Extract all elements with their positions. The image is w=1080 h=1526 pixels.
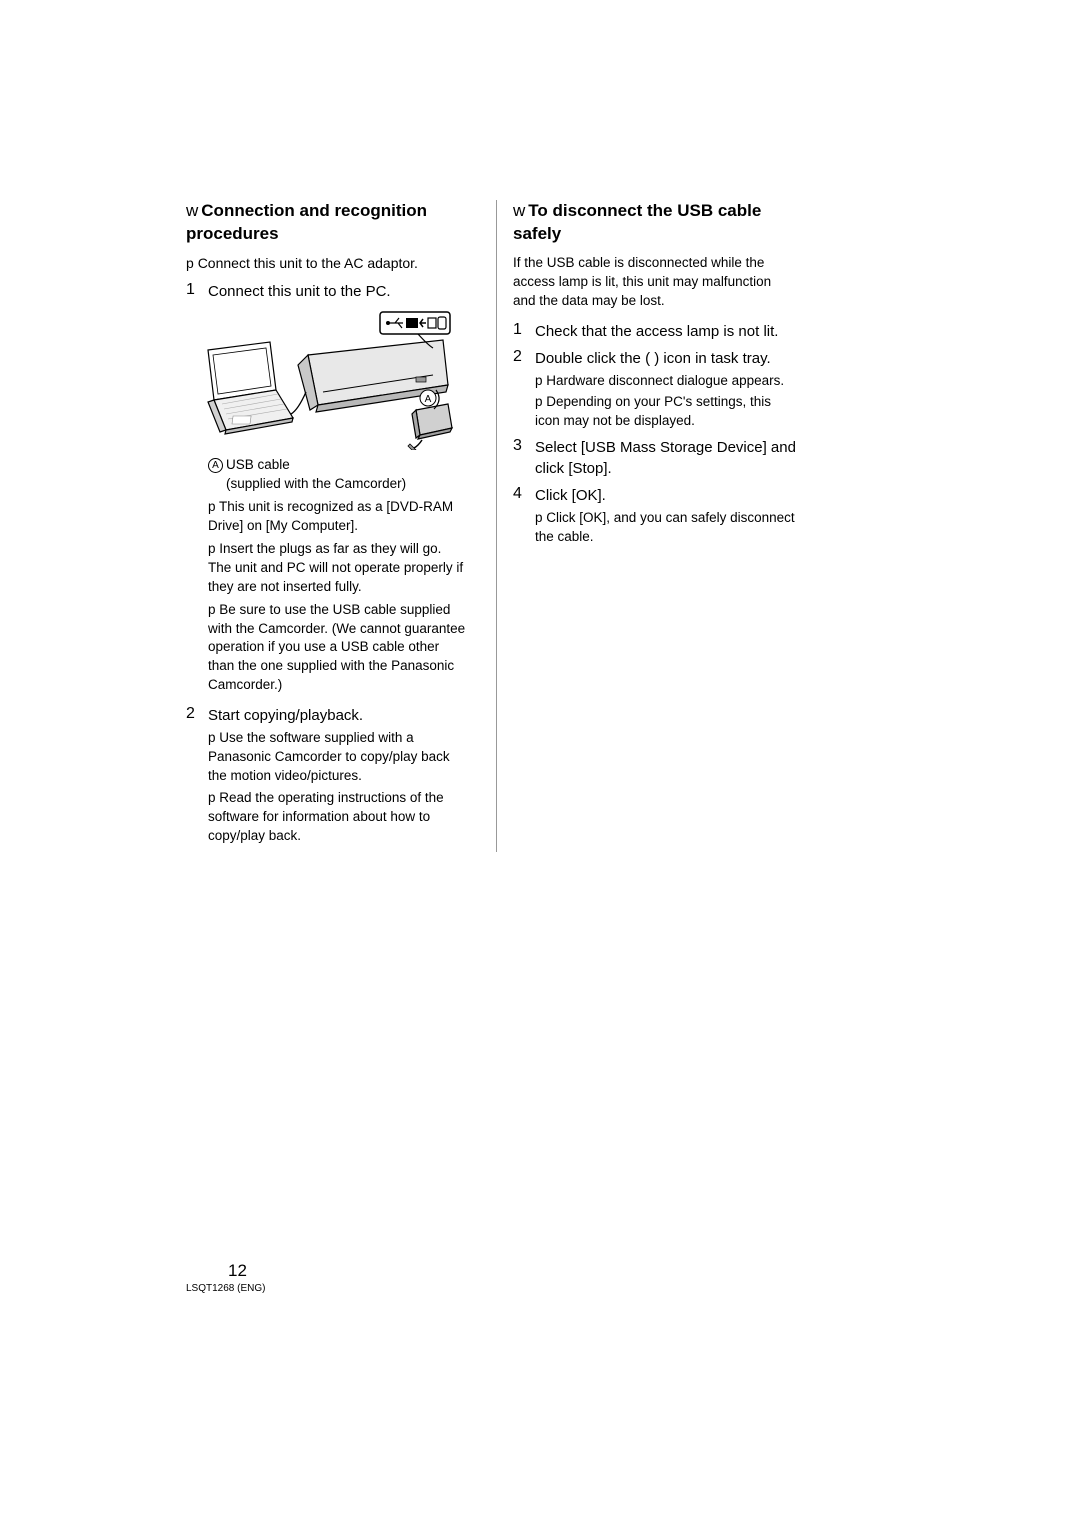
step-number: 2 [186, 705, 208, 845]
page-content: wConnection and recognition procedures p… [186, 200, 896, 852]
step-main-text: Select [USB Mass Storage Device] and cli… [535, 437, 796, 479]
step2-text-a: Double click the [535, 350, 645, 367]
step-main-text: Click [OK]. [535, 485, 796, 506]
bullet-prefix: p [535, 394, 543, 409]
step-main-text: Connect this unit to the PC. [208, 281, 466, 302]
step-body: Check that the access lamp is not lit. [535, 321, 796, 342]
step-number: 1 [186, 281, 208, 302]
intro-body: Connect this unit to the AC adaptor. [198, 255, 418, 271]
step-main-text: Start copying/playback. [208, 705, 466, 726]
connection-diagram: A [198, 310, 454, 450]
document-id: LSQT1268 (ENG) [186, 1283, 265, 1294]
page-number: 12 [228, 1261, 265, 1281]
bullet-text: Use the software supplied with a Panason… [208, 730, 450, 783]
bullet-text: Click [OK], and you can safely disconnec… [535, 510, 795, 544]
step-main-text: Double click the ( ) icon in task tray. [535, 348, 796, 369]
step-body: Connect this unit to the PC. [208, 281, 466, 302]
right-step-1: 1 Check that the access lamp is not lit. [513, 321, 796, 342]
left-step-1: 1 Connect this unit to the PC. [186, 281, 466, 302]
step-number: 3 [513, 437, 535, 479]
step-body: Double click the ( ) icon in task tray. … [535, 348, 796, 432]
left-step2-bullet1: p Use the software supplied with a Panas… [208, 729, 466, 786]
bullet-prefix: p [208, 499, 216, 514]
bullet-text: Hardware disconnect dialogue appears. [546, 373, 784, 388]
left-section-header: wConnection and recognition procedures [186, 200, 466, 246]
step-number: 4 [513, 485, 535, 547]
right-column: wTo disconnect the USB cable safely If t… [496, 200, 796, 852]
right-step2-bullet2: p Depending on your PC's settings, this … [535, 393, 796, 431]
left-step1-bullet3: p Be sure to use the USB cable supplied … [208, 601, 466, 695]
header-text: To disconnect the USB cable safely [513, 201, 761, 243]
step-main-text: Check that the access lamp is not lit. [535, 321, 796, 342]
bullet-prefix: p [535, 373, 543, 388]
step-body: Click [OK]. p Click [OK], and you can sa… [535, 485, 796, 547]
bullet-prefix: p [208, 790, 216, 805]
bullet-text: Insert the plugs as far as they will go.… [208, 541, 463, 594]
bullet-prefix: p [208, 730, 216, 745]
diagram-svg: A [198, 310, 454, 450]
bullet-text: Read the operating instructions of the s… [208, 790, 444, 843]
right-intro: If the USB cable is disconnected while t… [513, 254, 796, 311]
step-number: 1 [513, 321, 535, 342]
left-step1-bullet2: p Insert the plugs as far as they will g… [208, 540, 466, 597]
bullet-text: Depending on your PC's settings, this ic… [535, 394, 771, 428]
intro-prefix: p [186, 255, 194, 271]
left-intro: p Connect this unit to the AC adaptor. [186, 254, 466, 274]
left-step1-bullet1: p This unit is recognized as a [DVD-RAM … [208, 498, 466, 536]
step-body: Start copying/playback. p Use the softwa… [208, 705, 466, 845]
page-footer: 12 LSQT1268 (ENG) [186, 1261, 265, 1294]
header-text: Connection and recognition procedures [186, 201, 427, 243]
step-body: Select [USB Mass Storage Device] and cli… [535, 437, 796, 479]
diagram-caption: AUSB cable (supplied with the Camcorder) [208, 456, 466, 494]
left-column: wConnection and recognition procedures p… [186, 200, 476, 852]
step-number: 2 [513, 348, 535, 432]
right-step-2: 2 Double click the ( ) icon in task tray… [513, 348, 796, 432]
bullet-text: This unit is recognized as a [DVD-RAM Dr… [208, 499, 453, 533]
left-step-2: 2 Start copying/playback. p Use the soft… [186, 705, 466, 845]
right-step2-bullet1: p Hardware disconnect dialogue appears. [535, 372, 796, 391]
header-bullet: w [186, 201, 198, 220]
bullet-prefix: p [208, 602, 216, 617]
right-step-3: 3 Select [USB Mass Storage Device] and c… [513, 437, 796, 479]
caption-main: USB cable [226, 457, 290, 472]
right-step4-bullet1: p Click [OK], and you can safely disconn… [535, 509, 796, 547]
bullet-text: Be sure to use the USB cable supplied wi… [208, 602, 465, 693]
bullet-prefix: p [535, 510, 543, 525]
caption-letter-icon: A [208, 458, 223, 473]
right-step-4: 4 Click [OK]. p Click [OK], and you can … [513, 485, 796, 547]
right-section-header: wTo disconnect the USB cable safely [513, 200, 796, 246]
left-step2-bullet2: p Read the operating instructions of the… [208, 789, 466, 846]
caption-sub: (supplied with the Camcorder) [226, 475, 406, 494]
step2-text-b: ( ) icon in task tray. [645, 350, 771, 367]
bullet-prefix: p [208, 541, 216, 556]
svg-text:A: A [425, 394, 432, 405]
header-bullet: w [513, 201, 525, 220]
